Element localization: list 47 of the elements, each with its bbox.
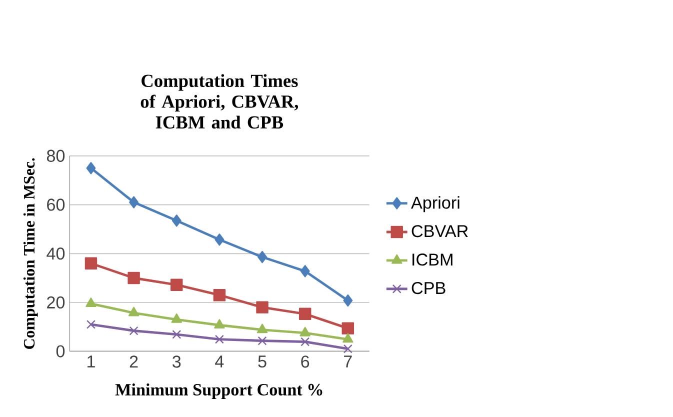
- y-tick-label: 80: [46, 150, 65, 162]
- point: [258, 250, 267, 263]
- point: [214, 233, 224, 246]
- point: [213, 288, 226, 302]
- point: [86, 162, 96, 174]
- point: [300, 337, 310, 346]
- point: [256, 324, 268, 333]
- y-tick-label: 60: [47, 198, 65, 211]
- x-tick-label: 2: [130, 355, 138, 368]
- chart-title: Computation Times of Apriori, CBVAR, ICBM and CPB: [140, 74, 298, 128]
- point: [128, 272, 140, 284]
- point: [258, 336, 267, 346]
- x-tick-label: 5: [258, 355, 266, 368]
- point: [128, 306, 140, 316]
- point: [343, 294, 353, 306]
- point: [86, 320, 96, 329]
- x-tick-label: 7: [344, 355, 352, 368]
- x-axis-title: Minimum Support Count %: [115, 383, 322, 399]
- y-tick-label: 0: [56, 345, 65, 358]
- point: [300, 264, 310, 278]
- point: [86, 297, 96, 307]
- x-tick-label: 1: [88, 355, 95, 368]
- point: [214, 318, 225, 328]
- point: [172, 214, 182, 227]
- point: [171, 313, 182, 323]
- point: [170, 278, 183, 291]
- point: [214, 334, 224, 344]
- legend-label: ICBM: [412, 253, 452, 266]
- point: [343, 344, 352, 354]
- y-tick-label: 20: [47, 296, 65, 308]
- x-tick-label: 4: [215, 355, 224, 368]
- y-tick-label: 40: [46, 247, 65, 260]
- legend-label: Apriori: [411, 196, 460, 212]
- point: [342, 322, 354, 334]
- point: [298, 308, 312, 320]
- x-tick-label: 3: [172, 355, 181, 368]
- point: [172, 330, 182, 339]
- point: [129, 326, 138, 336]
- point: [256, 301, 268, 314]
- legend-label: CBVAR: [412, 224, 468, 238]
- legend-label: CPB: [412, 282, 446, 294]
- point: [300, 326, 310, 336]
- point: [129, 196, 139, 208]
- x-tick-label: 6: [301, 355, 310, 368]
- point: [84, 257, 98, 270]
- y-axis-title: Computation Time in MSec.: [23, 158, 38, 349]
- point: [342, 333, 354, 342]
